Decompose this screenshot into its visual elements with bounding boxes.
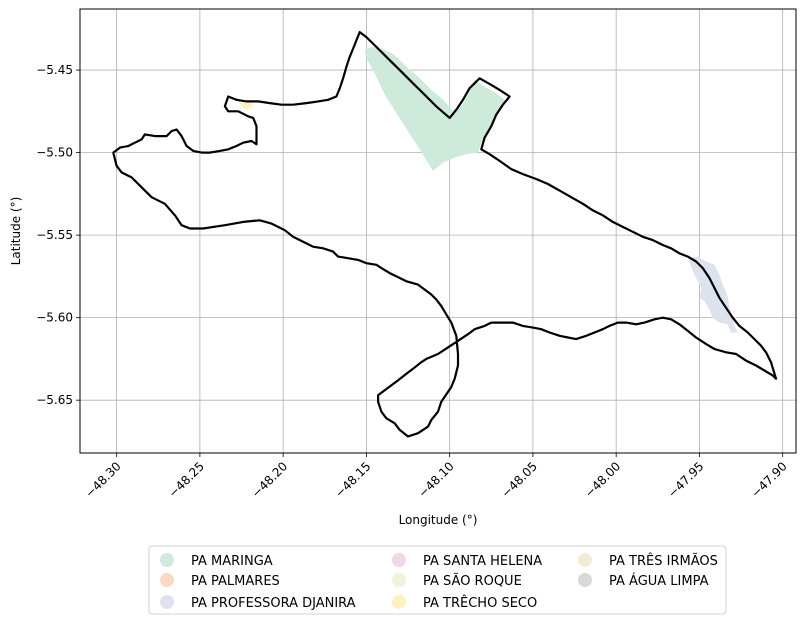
legend-item: PA SÃO ROQUE [392,573,522,589]
x-tick-label: −48.20 [249,459,290,500]
legend-item: PA SANTA HELENA [392,553,542,569]
legend-marker [392,595,406,609]
legend-marker [160,573,174,587]
x-tick-label: −48.10 [415,459,456,500]
area-pa-tr-cho-seco [239,101,254,110]
x-tick-label: −48.15 [332,459,373,500]
x-tick-label: −47.95 [665,459,706,500]
legend-label: PA SANTA HELENA [423,554,542,569]
legend-marker [160,595,174,609]
y-tick-label: −5.50 [36,146,73,160]
legend-label: PA ÁGUA LIMPA [609,573,709,589]
legend-label: PA TRÊS IRMÃOS [609,553,718,569]
area-pa-maringa [364,47,505,171]
legend-label: PA TRÊCHO SECO [423,595,537,611]
legend-item: PA PROFESSORA DJANIRA [160,595,356,611]
x-tick-label: −48.00 [582,459,623,500]
legend-label: PA SÃO ROQUE [423,573,522,589]
area-pa-professora-djanira [687,256,738,333]
legend-marker [392,553,406,567]
x-axis-ticks: −48.30 −48.25 −48.20 −48.15 −48.10 −48.05 −48.… [82,453,790,501]
x-tick-label: −47.90 [748,459,789,500]
legend-item: PA ÁGUA LIMPA [578,573,709,589]
legend-item: PA MARINGA [160,553,273,569]
legend-marker [160,553,174,567]
legend-label: PA MARINGA [191,554,273,569]
x-tick-label: −48.30 [82,459,123,500]
legend-label: PA PALMARES [191,574,280,589]
legend-item: PA TRÊCHO SECO [392,595,537,611]
plot-frame [79,8,797,454]
legend-label: PA PROFESSORA DJANIRA [191,596,356,611]
legend-marker [578,573,592,587]
grid [80,9,796,453]
y-axis-label: Latitude (°) [9,197,23,266]
legend-marker [578,553,592,567]
legend-item: PA TRÊS IRMÃOS [578,553,718,569]
x-tick-label: −48.25 [166,459,207,500]
y-tick-label: −5.55 [36,228,73,242]
y-tick-label: −5.65 [36,393,73,407]
x-tick-label: −48.05 [499,459,540,500]
legend: PA MARINGA PA PALMARES PA PROFESSORA DJANI… [148,545,727,615]
legend-item: PA PALMARES [160,573,280,589]
x-axis-label: Longitude (°) [399,513,478,527]
y-tick-label: −5.45 [36,63,73,77]
municipality-boundary [112,31,778,438]
y-axis-ticks: −5.45 −5.50 −5.55 −5.60 −5.65 [36,63,80,407]
area-fills [239,47,738,333]
y-tick-label: −5.60 [36,311,73,325]
legend-marker [392,573,406,587]
